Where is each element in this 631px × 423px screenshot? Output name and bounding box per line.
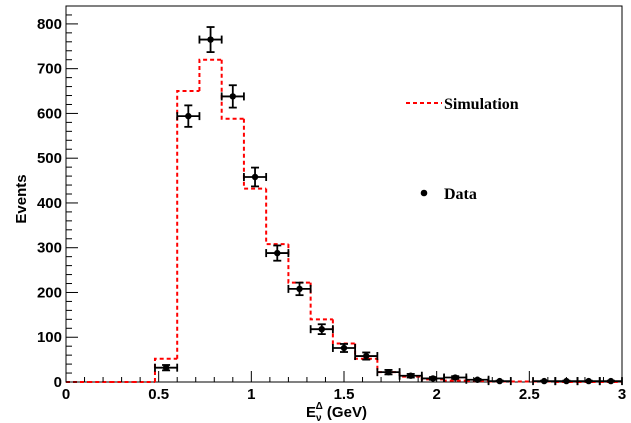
- data-point: [243, 166, 268, 188]
- simulation-bin: [153, 357, 178, 382]
- y-axis-title: Events: [13, 174, 30, 223]
- data-point: [287, 281, 312, 297]
- data-marker: [385, 368, 392, 376]
- data-marker: [251, 173, 259, 181]
- data-marker: [340, 344, 348, 352]
- x-axis-title: EνΔ (GeV): [306, 401, 367, 423]
- data-point: [198, 26, 223, 54]
- x-tick-label: 2: [432, 386, 440, 403]
- data-point: [265, 244, 290, 262]
- data-marker: [296, 285, 303, 293]
- plot-border: [65, 5, 623, 383]
- legend-data-label: Data: [444, 186, 477, 203]
- y-tick-label: 700: [37, 61, 62, 78]
- simulation-bin: [198, 58, 222, 92]
- data-marker: [318, 325, 325, 333]
- simulation-series: [66, 58, 622, 383]
- y-tick-label: 200: [37, 284, 62, 301]
- simulation-bin: [331, 319, 356, 345]
- data-marker: [585, 377, 592, 385]
- legend: Simulation Data: [406, 96, 519, 203]
- data-marker: [162, 364, 170, 371]
- x-tick-label: 2.5: [519, 386, 540, 403]
- simulation-bin: [176, 90, 200, 359]
- data-point: [309, 323, 334, 336]
- data-marker: [429, 375, 437, 382]
- data-series: [154, 26, 623, 386]
- x-tick-label: 0.5: [148, 386, 169, 403]
- data-marker: [185, 112, 192, 120]
- x-axis-title-sup: Δ: [316, 401, 323, 412]
- y-tick-label: 100: [37, 329, 62, 346]
- legend-simulation-label: Simulation: [444, 96, 519, 113]
- data-marker: [363, 352, 370, 360]
- y-tick-label: 0: [54, 374, 62, 391]
- x-tick-label: 3: [618, 386, 626, 403]
- x-axis-title-sub: ν: [316, 413, 322, 423]
- data-marker: [474, 376, 481, 383]
- x-axis-title-main: E: [306, 404, 316, 421]
- data-point: [465, 375, 490, 384]
- simulation-bin: [242, 118, 267, 190]
- data-point: [331, 343, 357, 353]
- data-marker: [607, 377, 615, 385]
- data-point: [176, 104, 201, 128]
- simulation-bin: [220, 59, 244, 120]
- data-point: [154, 363, 179, 372]
- y-tick-label: 300: [37, 240, 62, 257]
- x-tick-label: 1: [247, 386, 255, 403]
- y-tick-label: 400: [37, 195, 62, 212]
- axes: 0 0.5 1 1.5 2 2.5 3 0 100 200 300 400 500 600 700 800: [37, 14, 626, 403]
- data-marker: [540, 377, 548, 385]
- y-tick-label: 800: [37, 16, 62, 33]
- data-point: [420, 374, 445, 383]
- simulation-bin: [309, 282, 333, 321]
- data-marker: [496, 377, 503, 385]
- legend-data-marker: [420, 189, 428, 197]
- x-tick-label: 1.5: [334, 386, 355, 403]
- data-point: [532, 377, 557, 386]
- simulation-bin: [287, 244, 311, 284]
- data-point: [220, 84, 245, 109]
- data-point: [576, 377, 601, 386]
- data-point: [354, 351, 379, 361]
- simulation-bin: [265, 188, 289, 246]
- plot-frame: [65, 5, 623, 383]
- data-marker: [407, 372, 414, 379]
- data-point: [376, 368, 401, 377]
- data-marker: [274, 249, 281, 257]
- data-marker: [229, 93, 236, 100]
- data-marker: [207, 36, 214, 43]
- y-tick-label: 600: [37, 105, 62, 122]
- x-tick-label: 0: [62, 386, 70, 403]
- y-tick-label: 500: [37, 150, 62, 167]
- x-axis-title-unit: (GeV): [323, 404, 367, 421]
